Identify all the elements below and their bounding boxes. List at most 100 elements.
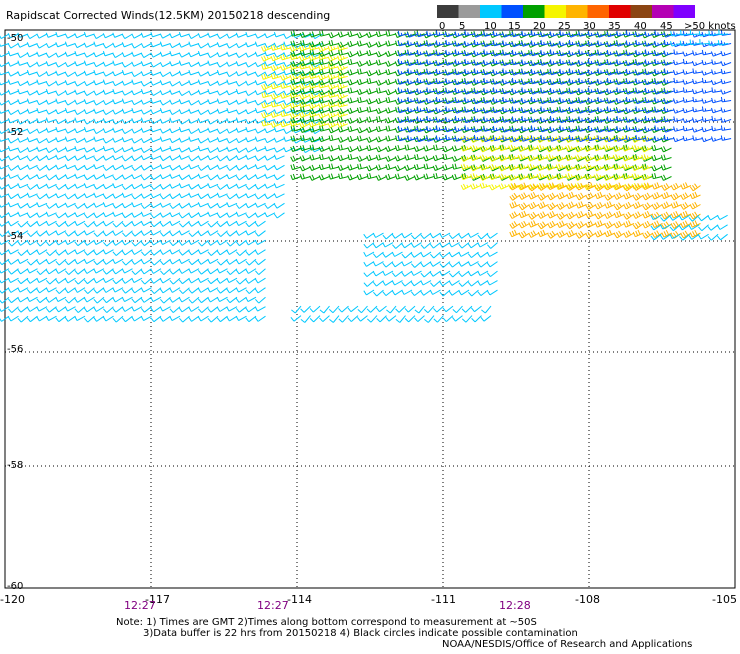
wind-barb [7,212,19,218]
wind-barb [468,289,479,297]
wind-barb [216,212,228,219]
wind-barb [423,173,435,180]
wind-barb [426,125,437,132]
wind-barb [616,125,627,132]
wind-barb [226,212,238,218]
time-label: 12:27 [257,599,289,612]
wind-barb [64,118,76,124]
wind-barb [663,127,675,133]
wind-barb [299,173,311,180]
wind-barb [169,173,181,179]
wind-barb [385,60,397,67]
wind-barb [511,116,523,122]
wind-barb [587,40,599,47]
wind-barb [661,229,673,238]
wind-barb [635,49,646,56]
wind-barb [701,98,713,104]
wind-barb [363,261,375,267]
wind-barb [416,31,428,38]
wind-barb [216,42,228,48]
wind-barb [594,220,606,228]
wind-barb [121,108,133,114]
wind-barb [511,70,523,76]
wind-barb [391,270,403,277]
wind-barb [574,146,586,153]
wind-barb [382,280,394,286]
wind-barb [701,136,713,143]
wind-barb [375,30,387,38]
wind-barb [83,193,95,199]
wind-barb [575,192,587,201]
wind-barb [216,147,228,153]
wind-barb [473,106,485,113]
wind-barb [264,109,276,116]
wind-barb [616,59,627,65]
wind-barb [366,116,378,123]
wind-barb [711,107,722,114]
wind-barb [337,116,349,123]
wind-barb [131,43,143,49]
wind-barb [366,41,378,48]
wind-barb [337,72,348,79]
wind-barb [682,79,694,85]
wind-barb [482,136,494,143]
wind-barb [680,202,692,210]
wind-barb [549,126,561,132]
wind-barb [356,78,368,86]
wind-barb [102,287,114,293]
y-tick-label: -52 [7,127,23,138]
wind-barb [235,211,247,217]
wind-barb [319,153,330,161]
wind-barb [483,116,494,122]
wind-barb [585,230,597,239]
wind-barb [701,77,713,84]
wind-barb [596,32,608,38]
wind-barb [159,51,171,57]
wind-barb [26,239,38,246]
wind-barb [309,97,321,105]
wind-barb [477,280,489,286]
wind-barb [169,202,181,209]
wind-barb [131,100,143,106]
wind-barb [112,230,124,236]
wind-barb [159,239,171,246]
wind-barb [682,97,694,103]
legend-swatch [673,5,695,18]
wind-barb [245,98,257,104]
wind-barb [521,125,532,132]
wind-barb [74,138,86,144]
wind-barb [318,107,330,114]
wind-barb [280,82,291,89]
wind-barb [207,32,219,38]
wind-barb [635,31,646,38]
wind-barb [226,277,238,284]
wind-barb [501,127,513,133]
wind-barb [226,118,238,124]
wind-barb [337,54,348,61]
wind-barb [255,296,266,304]
wind-barb [93,239,105,246]
wind-barb [385,30,397,37]
wind-barb [660,146,672,153]
wind-barb [197,43,209,49]
wind-barb [318,163,330,171]
wind-barb [197,212,209,218]
wind-barb [178,42,190,48]
wind-barb [299,63,310,70]
wind-barb [309,87,321,95]
wind-barb [188,287,200,294]
wind-barb [644,79,656,86]
wind-barb [546,174,558,181]
wind-barb [216,90,228,96]
wind-barb [83,147,95,153]
wind-barb [159,183,171,190]
wind-barb [435,125,447,131]
wind-barb [197,89,209,95]
wind-barb [7,220,19,227]
wind-barb [188,220,200,227]
wind-barb [254,212,266,218]
wind-barb [517,164,529,171]
wind-barb [356,145,368,152]
wind-barb [0,193,10,198]
wind-barb [122,230,133,237]
